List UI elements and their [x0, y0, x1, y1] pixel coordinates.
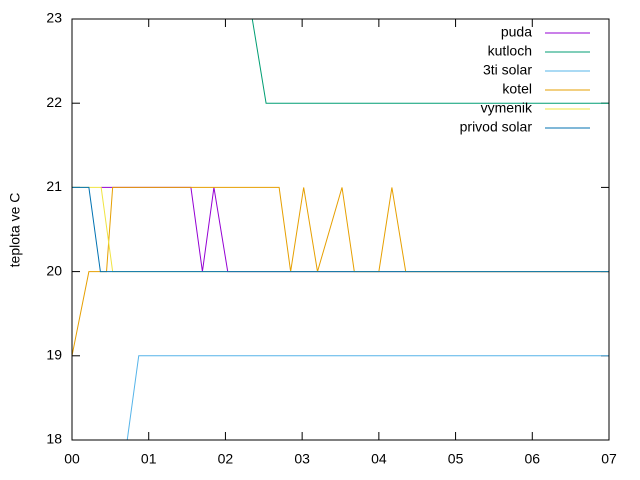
x-tick-label: 03 [294, 451, 310, 467]
x-tick-label: 06 [524, 451, 540, 467]
series-line [72, 186, 609, 356]
x-tick-label: 07 [601, 451, 617, 467]
series-line [126, 355, 609, 440]
legend-label: kutloch [488, 43, 532, 59]
y-tick-label: 20 [46, 262, 62, 278]
legend-label: kotel [502, 81, 532, 97]
legend-label: 3ti solar [483, 62, 532, 78]
y-tick-label: 19 [46, 347, 62, 363]
series-line [72, 186, 609, 273]
x-tick-label: 05 [448, 451, 464, 467]
legend-label: puda [501, 24, 532, 40]
y-tick-label: 18 [46, 431, 62, 447]
y-axis-label: teplota ve C [7, 193, 23, 268]
y-tick-label: 21 [46, 178, 62, 194]
plot-area [72, 19, 609, 440]
x-tick-label: 00 [64, 451, 80, 467]
plot-border [71, 18, 610, 441]
y-tick-label: 22 [46, 94, 62, 110]
legend-label: vymenik [481, 100, 533, 116]
y-tick-label: 23 [46, 10, 62, 26]
x-tick-label: 02 [218, 451, 234, 467]
x-tick-label: 04 [371, 451, 387, 467]
legend-label: privod solar [460, 119, 533, 135]
series-line [251, 19, 609, 104]
x-tick-label: 01 [141, 451, 157, 467]
